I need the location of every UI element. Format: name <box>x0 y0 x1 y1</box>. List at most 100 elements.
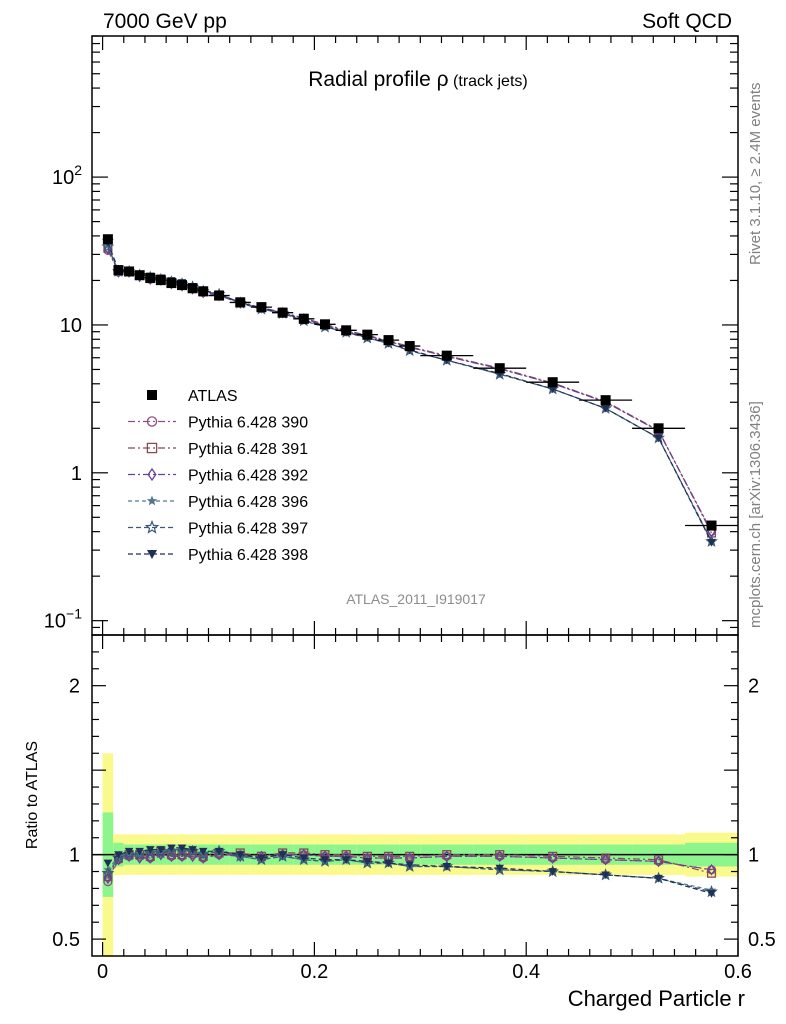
ratio-y-tick-label: 1 <box>69 845 80 867</box>
ratio-series-point <box>196 847 210 861</box>
data-point <box>706 520 717 531</box>
data-point <box>341 325 352 336</box>
main-series-point <box>601 404 610 413</box>
data-point <box>441 350 452 361</box>
legend-label: Pythia 6.428 391 <box>188 441 308 458</box>
plot-title-sub: (track jets) <box>449 73 528 90</box>
data-point <box>134 270 145 281</box>
ratio-series-point <box>601 853 610 866</box>
ratio-series-point <box>278 851 287 859</box>
analysis-label: ATLAS_2011_I919017 <box>346 591 486 607</box>
legend-label: Pythia 6.428 397 <box>188 521 308 538</box>
main-panel-frame <box>91 35 739 636</box>
plot-title-symbol: ρ <box>437 68 449 91</box>
data-point <box>124 266 135 277</box>
x-tick-label: 0 <box>97 961 108 983</box>
ratio-series-point <box>299 854 309 863</box>
ratio-y-tick-label-right: 0.5 <box>748 929 776 951</box>
ratio-series-point <box>135 847 144 856</box>
ratio-series-point <box>114 851 123 859</box>
mcplots-label: mcplots.cern.ch [arXiv:1306.3436] <box>747 401 764 628</box>
ratio-series-line <box>107 853 712 879</box>
ratio-series-point <box>175 844 189 857</box>
data-point <box>319 319 330 330</box>
data-point <box>547 377 558 388</box>
main-series-point <box>548 385 557 394</box>
data-point <box>494 363 505 374</box>
legend-label: Pythia 6.428 398 <box>188 547 308 564</box>
legend-label: Pythia 6.428 396 <box>188 494 308 511</box>
ratio-series-point <box>601 871 610 880</box>
legend-marker <box>146 416 158 427</box>
legend-label: Pythia 6.428 392 <box>188 468 308 485</box>
plot-title-main: Radial profile <box>308 68 436 91</box>
ratio-series-point <box>548 852 557 864</box>
main-y-tick-label: 10−1 <box>44 606 82 633</box>
main-series-point <box>654 434 663 443</box>
legend-marker <box>147 550 157 559</box>
ratio-series-point <box>167 844 176 853</box>
rivet-version-label: Rivet 3.1.10, ≥ 2.4M events <box>747 83 764 266</box>
data-point <box>166 278 177 289</box>
legend-marker <box>147 390 157 400</box>
data-point <box>404 341 415 352</box>
data-point <box>383 335 394 346</box>
data-point <box>102 234 113 245</box>
ratio-series-point <box>405 861 414 870</box>
ratio-series-point <box>145 846 155 854</box>
ratio-panel-frame <box>91 634 739 957</box>
ratio-series-point <box>654 855 663 868</box>
ratio-series-point <box>442 863 452 871</box>
legend-marker <box>144 519 160 534</box>
ratio-series-point <box>198 847 208 856</box>
x-axis-label: Charged Particle r <box>568 986 745 1011</box>
header-right: Soft QCD <box>642 10 732 33</box>
main-y-tick-label: 1 <box>71 463 82 485</box>
ratio-series-point <box>112 851 125 864</box>
main-series-layer <box>101 234 738 547</box>
data-point <box>362 329 373 340</box>
data-point <box>177 280 188 291</box>
legend-marker <box>146 495 158 506</box>
data-point <box>214 290 225 301</box>
ratio-series-point <box>707 885 716 894</box>
ratio-series-point <box>133 847 147 861</box>
ratio-series-line <box>107 850 712 893</box>
plot-title: Radial profile ρ (track jets) <box>308 68 527 91</box>
ratio-series-point <box>101 866 115 879</box>
ratio-ylabel: Ratio to ATLAS <box>24 741 41 849</box>
ratio-series-point <box>363 857 372 866</box>
main-series-line <box>107 246 713 542</box>
ratio-series-point <box>707 864 716 876</box>
main-series-point <box>101 239 115 253</box>
ratio-series-point <box>103 859 113 868</box>
ratio-series-point <box>257 854 266 863</box>
data-point <box>298 313 309 324</box>
data-point <box>155 275 166 286</box>
x-tick-label: 0.4 <box>512 961 540 983</box>
data-point <box>113 265 124 276</box>
legend-marker <box>147 467 157 482</box>
ratio-series-point <box>124 847 134 856</box>
ratio-series-point <box>320 856 330 864</box>
x-tick-label: 0.2 <box>300 961 328 983</box>
ratio-series-point <box>165 844 178 857</box>
ratio-series-point <box>177 844 187 853</box>
ratio-series-point <box>548 868 557 876</box>
legend-label: Pythia 6.428 390 <box>188 415 308 432</box>
header-left: 7000 GeV pp <box>103 10 227 33</box>
ratio-series-point <box>188 846 197 854</box>
legend-label: ATLAS <box>188 388 238 405</box>
main-y-tick-label: 102 <box>52 162 82 189</box>
ratio-series-point <box>495 864 504 873</box>
main-series-line <box>107 242 713 543</box>
ratio-series-point <box>214 847 224 856</box>
ratio-series-point <box>654 874 663 883</box>
ratio-series-point <box>143 846 157 859</box>
data-point <box>145 272 156 283</box>
data-point <box>235 297 246 308</box>
ratio-y-tick-label-right: 2 <box>748 676 759 698</box>
ratio-y-tick-label: 0.5 <box>52 929 80 951</box>
ratio-series-point <box>154 846 168 859</box>
